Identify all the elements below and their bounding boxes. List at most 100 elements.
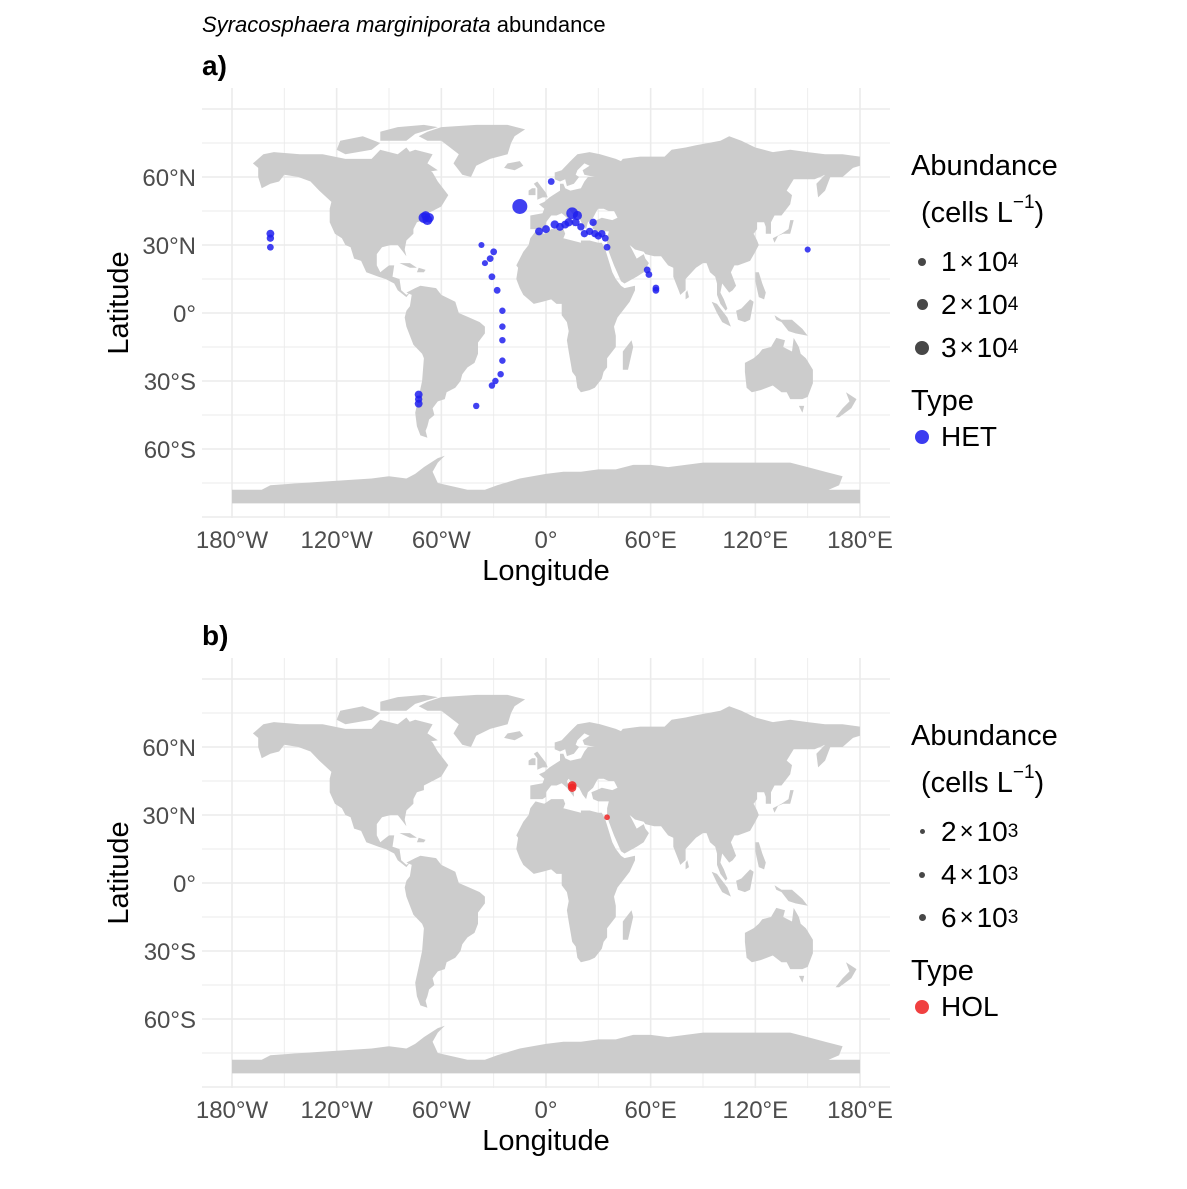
landmass [516, 229, 635, 393]
sample-point [589, 218, 597, 227]
sample-point [490, 248, 498, 256]
sample-point [499, 307, 506, 314]
sample-point [603, 243, 611, 251]
legend-size-dot [918, 257, 926, 266]
landmass [711, 871, 731, 897]
legend-size-title: Abundance [911, 150, 1058, 182]
landmass [622, 340, 634, 370]
y-tick-label: 0° [173, 871, 196, 898]
legend-size-dot [915, 340, 929, 355]
landmass [416, 837, 426, 843]
sample-point [547, 178, 555, 185]
y-tick-label: 30°N [142, 233, 196, 260]
landmass [755, 272, 766, 300]
sample-point [492, 377, 499, 385]
x-tick-label: 120°W [301, 1097, 374, 1124]
legend-size-title: Abundance [911, 720, 1058, 752]
sample-point [414, 399, 423, 408]
legend-type-entry: HOL [911, 986, 1058, 1028]
landmass [252, 147, 449, 298]
landmass [744, 907, 813, 970]
sample-point [481, 260, 488, 267]
landmass [397, 263, 417, 268]
x-tick-label: 60°W [412, 527, 471, 554]
landmass [404, 855, 485, 1008]
landmass [504, 161, 524, 171]
y-tick-label: 60°S [144, 1007, 196, 1034]
x-axis-title: Longitude [482, 1125, 609, 1157]
landmass [404, 285, 485, 438]
y-axis-title: Latitude [103, 251, 135, 354]
legend-size-unit: (cells L−1) [921, 762, 1045, 799]
sample-point [499, 323, 506, 330]
sample-point [542, 225, 550, 234]
legend-size-dot [916, 299, 928, 310]
legend-panel-b: Abundance (cells L−1) 2 × 10 3 4 × 10 3 6 × 10 3 … [911, 722, 1058, 1028]
x-tick-label: 60°E [625, 527, 677, 554]
legend-type-title: Type [911, 955, 974, 987]
sample-point [497, 370, 504, 378]
x-tick-label: 60°W [412, 1097, 471, 1124]
x-tick-label: 180°W [196, 1097, 269, 1124]
landmass [336, 136, 381, 155]
landmass [516, 799, 635, 963]
x-tick-label: 120°E [723, 527, 789, 554]
y-axis-title: Latitude [103, 821, 135, 924]
sample-point [564, 218, 573, 227]
landmass [772, 220, 794, 243]
y-tick-label: 60°N [142, 165, 196, 192]
legend-size-entry: 2 × 10 4 [911, 283, 1058, 326]
landmass [533, 749, 548, 770]
legend-size-entry: 2 × 10 3 [911, 810, 1058, 853]
legend-size-entry: 6 × 10 3 [911, 896, 1058, 939]
landmass [336, 706, 381, 725]
y-tick-label: 30°N [142, 803, 196, 830]
land-masses [232, 694, 860, 1074]
x-tick-label: 120°W [301, 527, 374, 554]
legend-type-entry: HET [911, 416, 1058, 458]
species-name: Syracosphaera marginiporata [202, 12, 491, 37]
y-tick-label: 60°N [142, 735, 196, 762]
x-tick-label: 0° [535, 527, 558, 554]
landmass [835, 392, 857, 418]
sample-point [601, 234, 609, 242]
sample-point [604, 814, 610, 821]
panel-b-label: b) [202, 620, 229, 651]
y-tick-label: 60°S [144, 437, 196, 464]
sample-point [472, 402, 480, 410]
sample-point [421, 211, 431, 220]
sample-point [804, 246, 811, 253]
landmass [772, 790, 794, 813]
landmass [530, 706, 860, 881]
landmass [711, 301, 731, 327]
graticule [202, 88, 890, 518]
landmass [232, 1025, 860, 1074]
legend-size-unit: (cells L−1) [921, 192, 1045, 229]
y-tick-label: 30°S [144, 369, 196, 396]
legend-size-entry: 1 × 10 4 [911, 240, 1058, 283]
landmass [736, 869, 754, 893]
legend-type-dot [915, 1000, 929, 1014]
legend-size-dot [919, 829, 925, 834]
legend-type-dot [915, 430, 929, 444]
panel-a-label: a) [202, 50, 227, 81]
sample-point [499, 336, 506, 344]
landmass [744, 337, 813, 400]
x-tick-label: 0° [535, 1097, 558, 1124]
sample-point [488, 382, 496, 389]
legend-size-dot [919, 871, 925, 878]
landmass [418, 694, 526, 747]
landmass [397, 833, 417, 838]
sample-point [577, 223, 585, 231]
landmass [755, 842, 766, 870]
y-tick-label: 0° [173, 301, 196, 328]
legend-size-entry: 3 × 10 4 [911, 326, 1058, 369]
sample-point [266, 234, 275, 242]
landmass [798, 975, 805, 983]
legend-panel-a: Abundance (cells L−1) 1 × 10 4 2 × 10 4 3 × 10 4 … [911, 152, 1058, 458]
landmass [530, 136, 860, 311]
sample-point [478, 241, 485, 249]
landmass [403, 719, 438, 743]
landmass [252, 717, 449, 868]
